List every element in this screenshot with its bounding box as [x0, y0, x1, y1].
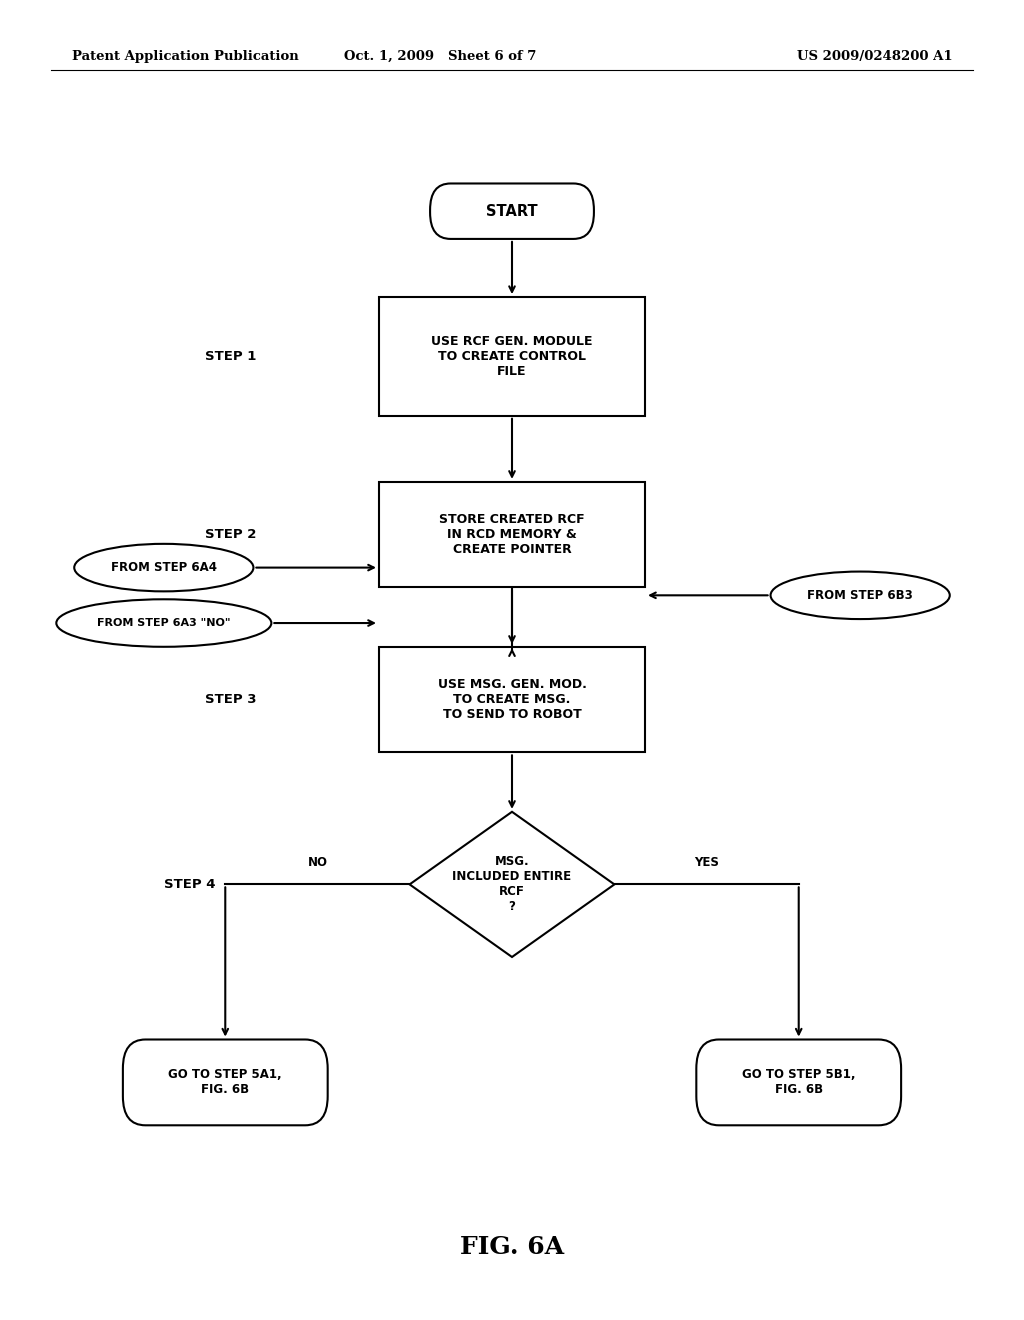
Bar — [379, 297, 645, 416]
Text: STEP 1: STEP 1 — [205, 350, 256, 363]
FancyBboxPatch shape — [430, 183, 594, 239]
Text: STEP 2: STEP 2 — [205, 528, 256, 541]
Ellipse shape — [770, 572, 950, 619]
Text: STORE CREATED RCF
IN RCD MEMORY &
CREATE POINTER: STORE CREATED RCF IN RCD MEMORY & CREATE… — [439, 513, 585, 556]
Text: USE MSG. GEN. MOD.
TO CREATE MSG.
TO SEND TO ROBOT: USE MSG. GEN. MOD. TO CREATE MSG. TO SEN… — [437, 678, 587, 721]
Text: USE RCF GEN. MODULE
TO CREATE CONTROL
FILE: USE RCF GEN. MODULE TO CREATE CONTROL FI… — [431, 335, 593, 378]
Bar — [379, 482, 645, 587]
Text: MSG.
INCLUDED ENTIRE
RCF
?: MSG. INCLUDED ENTIRE RCF ? — [453, 855, 571, 913]
Text: US 2009/0248200 A1: US 2009/0248200 A1 — [797, 50, 952, 63]
Text: NO: NO — [307, 855, 328, 869]
Text: FIG. 6A: FIG. 6A — [460, 1236, 564, 1259]
Bar — [379, 647, 645, 752]
Text: FROM STEP 6A3 "NO": FROM STEP 6A3 "NO" — [97, 618, 230, 628]
Ellipse shape — [56, 599, 271, 647]
Text: FROM STEP 6B3: FROM STEP 6B3 — [807, 589, 913, 602]
Text: STEP 3: STEP 3 — [205, 693, 256, 706]
Text: GO TO STEP 5A1,
FIG. 6B: GO TO STEP 5A1, FIG. 6B — [169, 1068, 282, 1097]
Text: GO TO STEP 5B1,
FIG. 6B: GO TO STEP 5B1, FIG. 6B — [742, 1068, 855, 1097]
Text: Patent Application Publication: Patent Application Publication — [72, 50, 298, 63]
Text: YES: YES — [694, 855, 719, 869]
Ellipse shape — [75, 544, 254, 591]
Text: START: START — [486, 203, 538, 219]
Polygon shape — [410, 812, 614, 957]
Text: STEP 4: STEP 4 — [164, 878, 215, 891]
FancyBboxPatch shape — [123, 1040, 328, 1125]
FancyBboxPatch shape — [696, 1040, 901, 1125]
Text: Oct. 1, 2009   Sheet 6 of 7: Oct. 1, 2009 Sheet 6 of 7 — [344, 50, 537, 63]
Text: FROM STEP 6A4: FROM STEP 6A4 — [111, 561, 217, 574]
